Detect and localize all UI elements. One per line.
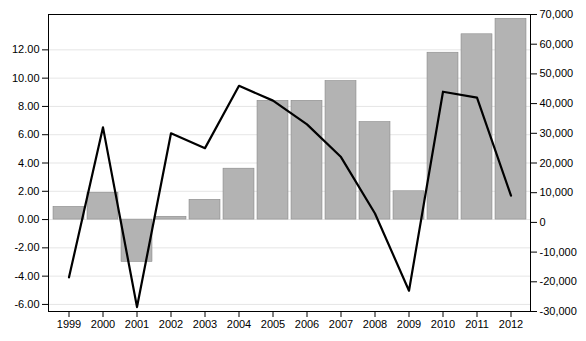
svg-text:0.00: 0.00 bbox=[18, 213, 39, 225]
svg-text:2007: 2007 bbox=[329, 318, 353, 330]
svg-text:8.00: 8.00 bbox=[18, 100, 39, 112]
svg-text:50,000: 50,000 bbox=[540, 67, 574, 79]
svg-text:-2.00: -2.00 bbox=[14, 241, 39, 253]
svg-text:-4.00: -4.00 bbox=[14, 270, 39, 282]
svg-text:2006: 2006 bbox=[295, 318, 319, 330]
svg-text:2008: 2008 bbox=[363, 318, 387, 330]
svg-text:30,000: 30,000 bbox=[540, 127, 574, 139]
svg-text:10,000: 10,000 bbox=[540, 186, 574, 198]
svg-text:2009: 2009 bbox=[397, 318, 421, 330]
svg-text:2011: 2011 bbox=[465, 318, 489, 330]
svg-text:1999: 1999 bbox=[57, 318, 81, 330]
svg-text:70,000: 70,000 bbox=[540, 8, 574, 20]
svg-text:10.00: 10.00 bbox=[12, 72, 40, 84]
svg-text:-20,000: -20,000 bbox=[540, 275, 577, 287]
svg-text:0: 0 bbox=[540, 216, 546, 228]
svg-text:20,000: 20,000 bbox=[540, 157, 574, 169]
svg-text:40,000: 40,000 bbox=[540, 97, 574, 109]
svg-text:2012: 2012 bbox=[499, 318, 523, 330]
svg-text:2001: 2001 bbox=[125, 318, 149, 330]
svg-text:2003: 2003 bbox=[193, 318, 217, 330]
svg-text:2000: 2000 bbox=[91, 318, 115, 330]
svg-text:2004: 2004 bbox=[227, 318, 251, 330]
svg-text:4.00: 4.00 bbox=[18, 157, 39, 169]
svg-text:12.00: 12.00 bbox=[12, 43, 40, 55]
svg-text:2010: 2010 bbox=[431, 318, 455, 330]
svg-text:-6.00: -6.00 bbox=[14, 298, 39, 310]
svg-text:6.00: 6.00 bbox=[18, 128, 39, 140]
svg-text:2002: 2002 bbox=[159, 318, 183, 330]
svg-text:2005: 2005 bbox=[261, 318, 285, 330]
svg-text:-10,000: -10,000 bbox=[540, 246, 577, 258]
svg-text:-30,000: -30,000 bbox=[540, 305, 577, 317]
svg-text:2.00: 2.00 bbox=[18, 185, 39, 197]
svg-text:60,000: 60,000 bbox=[540, 38, 574, 50]
